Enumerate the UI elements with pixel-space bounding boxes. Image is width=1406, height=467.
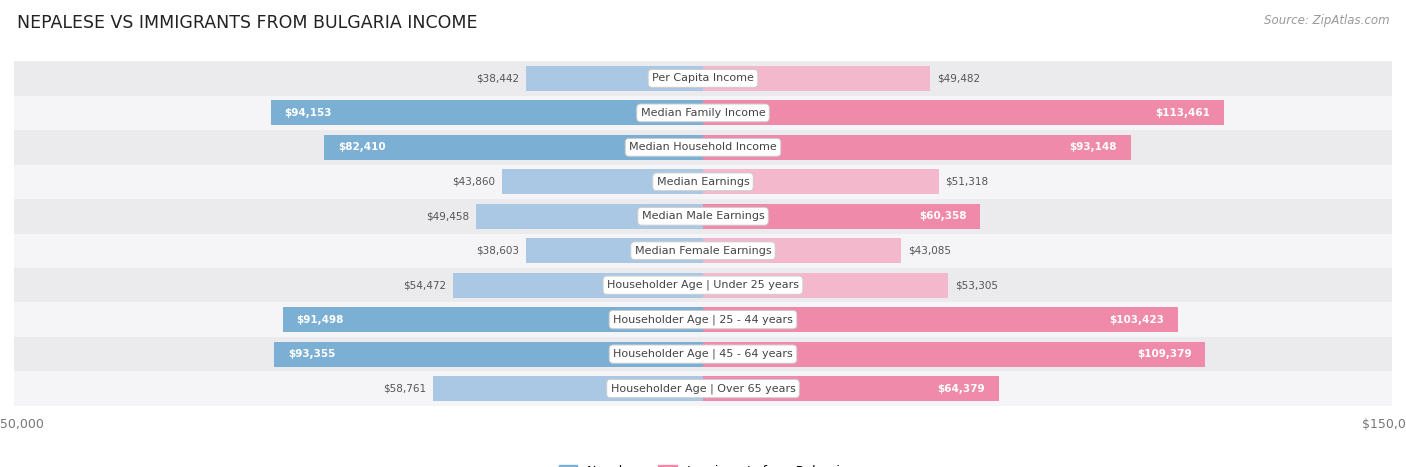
Text: Householder Age | 25 - 44 years: Householder Age | 25 - 44 years <box>613 314 793 325</box>
Text: Median Family Income: Median Family Income <box>641 108 765 118</box>
Bar <box>475 204 703 229</box>
Text: $109,379: $109,379 <box>1137 349 1192 359</box>
Text: $91,498: $91,498 <box>297 315 344 325</box>
Text: NEPALESE VS IMMIGRANTS FROM BULGARIA INCOME: NEPALESE VS IMMIGRANTS FROM BULGARIA INC… <box>17 14 478 32</box>
Bar <box>270 100 703 125</box>
Text: Householder Age | Over 65 years: Householder Age | Over 65 years <box>610 383 796 394</box>
Bar <box>526 238 703 263</box>
Bar <box>283 307 703 332</box>
Text: $54,472: $54,472 <box>402 280 446 290</box>
Bar <box>14 96 1392 130</box>
Bar <box>703 66 931 91</box>
Bar <box>526 66 703 91</box>
Bar <box>14 234 1392 268</box>
Bar <box>14 61 1392 96</box>
Bar <box>703 204 980 229</box>
Bar <box>703 135 1130 160</box>
Text: Median Household Income: Median Household Income <box>628 142 778 152</box>
Text: $113,461: $113,461 <box>1156 108 1211 118</box>
Bar <box>703 170 939 194</box>
Bar <box>453 273 703 297</box>
Text: Householder Age | Under 25 years: Householder Age | Under 25 years <box>607 280 799 290</box>
Text: Householder Age | 45 - 64 years: Householder Age | 45 - 64 years <box>613 349 793 359</box>
Text: $103,423: $103,423 <box>1109 315 1164 325</box>
Bar <box>14 199 1392 234</box>
Bar <box>703 307 1178 332</box>
Text: $53,305: $53,305 <box>955 280 998 290</box>
Bar <box>14 130 1392 164</box>
Bar <box>502 170 703 194</box>
Text: $93,355: $93,355 <box>288 349 336 359</box>
Text: $93,148: $93,148 <box>1070 142 1116 152</box>
Text: Median Earnings: Median Earnings <box>657 177 749 187</box>
Bar <box>14 337 1392 371</box>
Bar <box>703 342 1205 367</box>
Bar <box>14 303 1392 337</box>
Bar <box>14 164 1392 199</box>
Bar <box>703 238 901 263</box>
Text: Source: ZipAtlas.com: Source: ZipAtlas.com <box>1264 14 1389 27</box>
Bar <box>703 273 948 297</box>
Text: $82,410: $82,410 <box>339 142 385 152</box>
Text: $49,482: $49,482 <box>938 73 980 84</box>
Text: $43,860: $43,860 <box>451 177 495 187</box>
Bar <box>14 371 1392 406</box>
Text: Median Female Earnings: Median Female Earnings <box>634 246 772 256</box>
Text: $38,603: $38,603 <box>475 246 519 256</box>
Text: $38,442: $38,442 <box>477 73 520 84</box>
Text: Median Male Earnings: Median Male Earnings <box>641 211 765 221</box>
Bar <box>325 135 703 160</box>
Bar <box>703 100 1225 125</box>
Text: $60,358: $60,358 <box>920 211 966 221</box>
Bar <box>274 342 703 367</box>
Text: $49,458: $49,458 <box>426 211 470 221</box>
Text: $58,761: $58,761 <box>382 383 426 394</box>
Bar <box>14 268 1392 303</box>
Bar <box>433 376 703 401</box>
Legend: Nepalese, Immigrants from Bulgaria: Nepalese, Immigrants from Bulgaria <box>554 460 852 467</box>
Text: Per Capita Income: Per Capita Income <box>652 73 754 84</box>
Bar <box>703 376 998 401</box>
Text: $43,085: $43,085 <box>908 246 950 256</box>
Text: $64,379: $64,379 <box>938 383 986 394</box>
Text: $51,318: $51,318 <box>946 177 988 187</box>
Text: $94,153: $94,153 <box>284 108 332 118</box>
